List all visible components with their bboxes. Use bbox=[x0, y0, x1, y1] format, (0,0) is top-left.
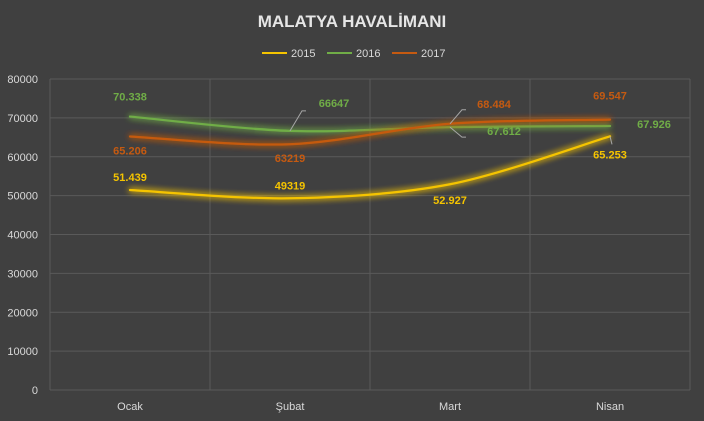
leader-line bbox=[449, 109, 466, 125]
y-tick-label: 0 bbox=[32, 385, 38, 397]
y-axis: 0 10000 20000 30000 40000 50000 60000 70000 8000… bbox=[7, 74, 38, 397]
leader-line bbox=[289, 110, 306, 132]
leader-line bbox=[449, 126, 466, 138]
leader-line bbox=[609, 136, 613, 145]
legend: 2015 2016 2017 bbox=[262, 48, 445, 60]
data-label-2017: 65.206 bbox=[113, 146, 147, 158]
data-label-2015: 52.927 bbox=[433, 195, 467, 207]
data-label-2017: 68.484 bbox=[477, 99, 512, 111]
series-line-2017 bbox=[128, 118, 612, 146]
x-tick-label: Şubat bbox=[276, 401, 305, 413]
x-tick-label: Mart bbox=[439, 401, 461, 413]
data-labels: 51.439 49319 52.927 65.253 70.338 66647 67.612… bbox=[113, 91, 671, 208]
data-label-2016: 67.612 bbox=[487, 126, 521, 138]
legend-label-2015: 2015 bbox=[291, 48, 315, 60]
x-tick-label: Nisan bbox=[596, 401, 624, 413]
y-tick-label: 80000 bbox=[7, 74, 38, 86]
x-tick-label: Ocak bbox=[117, 401, 143, 413]
data-label-2015: 65.253 bbox=[593, 149, 627, 161]
legend-label-2017: 2017 bbox=[421, 48, 445, 60]
data-label-2016: 66647 bbox=[319, 98, 350, 110]
y-tick-label: 50000 bbox=[7, 191, 38, 203]
data-label-2015: 51.439 bbox=[113, 172, 147, 184]
data-label-2016: 67.926 bbox=[637, 119, 671, 131]
y-tick-label: 60000 bbox=[7, 152, 38, 164]
series-lines bbox=[128, 115, 612, 200]
series-line-2016 bbox=[128, 115, 612, 133]
data-label-2017: 63219 bbox=[275, 153, 306, 165]
x-axis: Ocak Şubat Mart Nisan bbox=[117, 401, 624, 413]
y-tick-label: 20000 bbox=[7, 307, 38, 319]
gridlines bbox=[49, 78, 691, 391]
y-tick-label: 10000 bbox=[7, 346, 38, 358]
data-label-2016: 70.338 bbox=[113, 92, 147, 104]
y-tick-label: 30000 bbox=[7, 268, 38, 280]
legend-label-2016: 2016 bbox=[356, 48, 380, 60]
y-tick-label: 70000 bbox=[7, 113, 38, 125]
series-line-2015 bbox=[128, 135, 612, 200]
chart-title: MALATYA HAVALİMANI bbox=[258, 12, 447, 31]
data-label-2015: 49319 bbox=[275, 180, 306, 192]
y-tick-label: 40000 bbox=[7, 230, 38, 242]
data-label-2017: 69.547 bbox=[593, 91, 627, 103]
